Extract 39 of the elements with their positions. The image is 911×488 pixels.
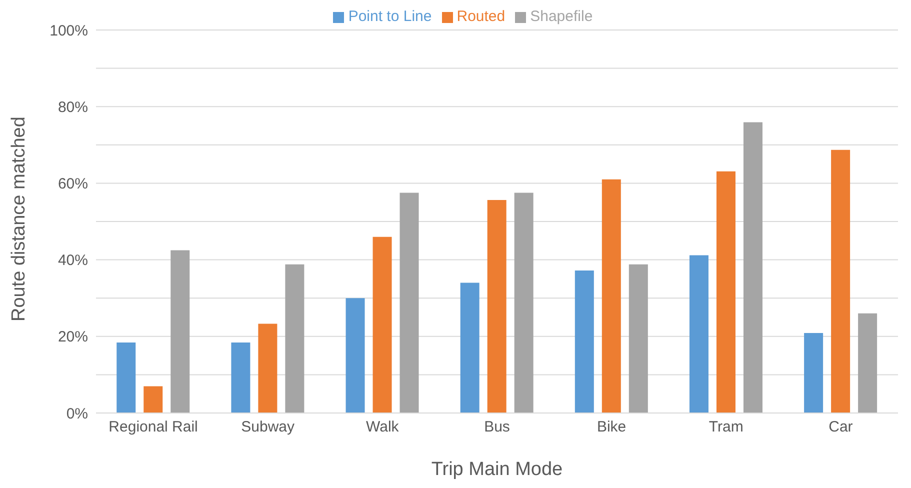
x-tick-label: Bus [484, 418, 510, 436]
bar [144, 386, 163, 413]
bar [400, 192, 419, 413]
x-tick-label: Walk [366, 418, 400, 436]
x-tick-label: Tram [708, 418, 744, 436]
bar [689, 255, 708, 413]
bar [574, 270, 594, 413]
bar [602, 179, 621, 413]
bar [258, 324, 278, 413]
bar [858, 313, 878, 413]
x-tick-label: Bike [596, 418, 626, 436]
bar [372, 236, 392, 413]
bar [804, 332, 824, 413]
bar [716, 171, 736, 413]
bar [487, 200, 506, 413]
bar [743, 122, 762, 413]
y-tick-label: 40% [58, 252, 88, 270]
y-tick-label: 80% [58, 98, 88, 116]
bar [170, 250, 190, 413]
x-axis-title: Trip Main Mode [431, 459, 563, 480]
bar [116, 342, 136, 413]
y-tick-label: 100% [50, 22, 88, 40]
bar [346, 298, 365, 413]
x-tick-label: Regional Rail [108, 418, 198, 436]
y-tick-label: 20% [58, 328, 88, 346]
x-tick-label: Subway [241, 418, 296, 436]
y-tick-label: 60% [58, 176, 88, 193]
legend-label: Shapefile [530, 8, 593, 25]
legend-label: Routed [456, 8, 506, 25]
bar [628, 264, 648, 413]
bar [231, 342, 250, 413]
bar [460, 282, 480, 413]
bar [831, 150, 850, 413]
y-tick-label: 0% [66, 405, 88, 422]
x-tick-label: Car [828, 418, 853, 436]
y-axis-title: Route distance matched [8, 116, 30, 322]
bar [514, 192, 534, 413]
legend-label: Point to Line [348, 8, 432, 25]
bar [285, 264, 304, 413]
